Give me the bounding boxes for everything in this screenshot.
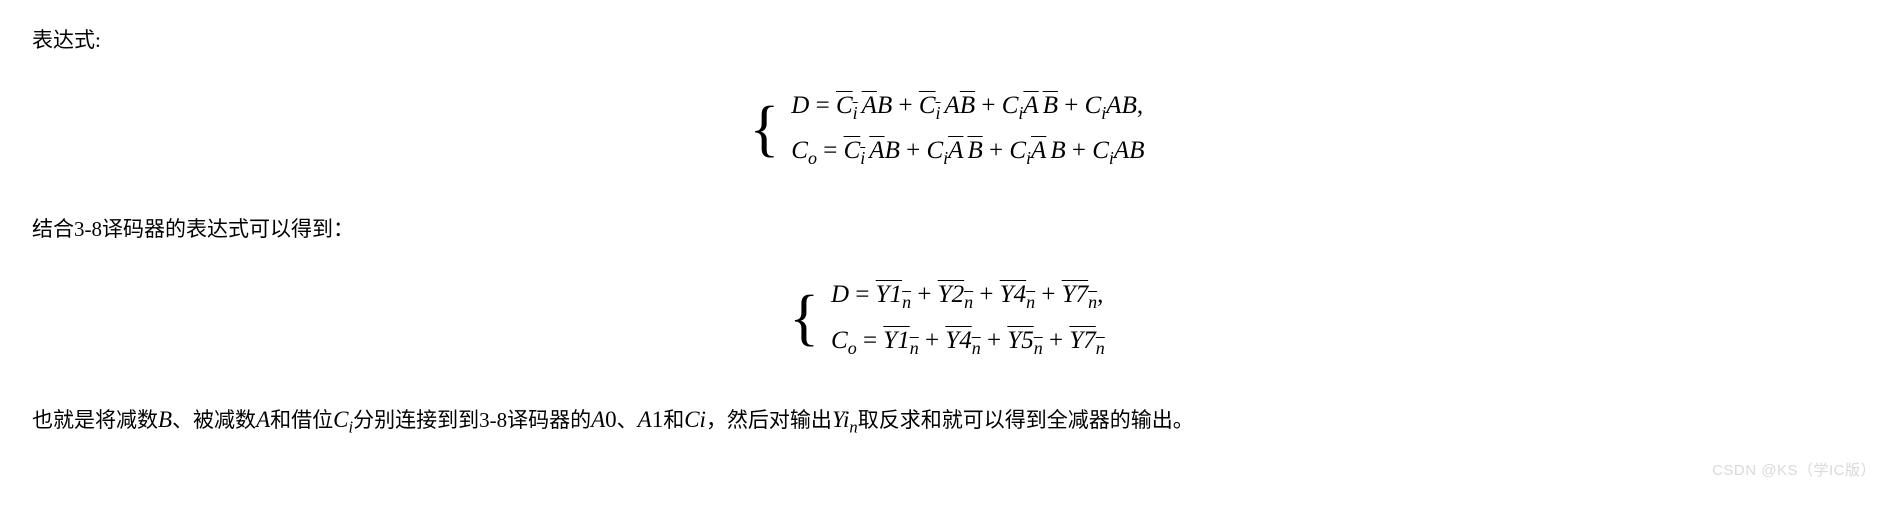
- eq2-r1-n2: n: [964, 292, 973, 312]
- eq1-r2-lhs: C: [791, 137, 808, 164]
- eq2-row2: Co = Y1n + Y4n + Y5n + Y7n: [831, 321, 1105, 363]
- eq1-r2-eq: =: [817, 137, 844, 164]
- eq1-r1-t3a: C: [1002, 92, 1019, 119]
- eq2-r2-n1: n: [910, 338, 919, 358]
- eq1-r1-t4c: B: [1122, 92, 1137, 119]
- eq2-r2-y5: Y5: [1007, 327, 1033, 354]
- equation-block-1: { D = CiAB + CiAB + CiAB + CiAB, Co = Ci…: [32, 86, 1862, 174]
- t3-a: A: [256, 407, 270, 432]
- t3-s1: 、被减数: [172, 408, 256, 432]
- eq2-r2-p1: +: [919, 327, 946, 354]
- t3-a1-a: A: [638, 407, 652, 432]
- eq1-r1-p1: +: [892, 92, 919, 119]
- eq2-r2-p2: +: [981, 327, 1008, 354]
- eq1-r2-t2c: B: [967, 137, 982, 164]
- eq2-r2-p3: +: [1043, 327, 1070, 354]
- eq1-r2-p3: +: [1066, 137, 1093, 164]
- eq2-r2-y7: Y7: [1069, 327, 1095, 354]
- eq1-r1-eq: =: [809, 92, 836, 119]
- eq2-r1-p1: +: [911, 281, 938, 308]
- eq1-r1-t2a-sub: i: [936, 103, 941, 123]
- t3-a0-a: A: [591, 407, 605, 432]
- t3-a0-0: 0: [605, 407, 617, 432]
- eq1-r1-t1b: A: [862, 92, 877, 119]
- eq1-r1-t4b: A: [1106, 92, 1121, 119]
- eq2-r1-comma: ,: [1097, 281, 1103, 308]
- t3-a1-1: 1: [652, 407, 664, 432]
- t3-ci-c: C: [333, 407, 348, 432]
- t3-b: B: [158, 407, 172, 432]
- eq1-r1-t1c: B: [877, 92, 892, 119]
- eq1-r1-t1a: C: [836, 92, 853, 119]
- intro-text-2: 结合3-8译码器的表达式可以得到：: [32, 213, 1862, 247]
- eq2-r2-n3: n: [1034, 338, 1043, 358]
- eq1-r2-p1: +: [900, 137, 927, 164]
- eq1-r1-t3b: A: [1023, 92, 1038, 119]
- eq1-r1-t3c: B: [1043, 92, 1058, 119]
- eq1-r1-p2: +: [975, 92, 1002, 119]
- eq1-r1-comma: ,: [1137, 92, 1143, 119]
- eq1-r2-t1b: A: [869, 137, 884, 164]
- eq2-r1-eq: =: [849, 281, 876, 308]
- eq1-row1: D = CiAB + CiAB + CiAB + CiAB,: [791, 86, 1144, 128]
- eq2-r1-y4: Y4: [1000, 281, 1026, 308]
- eq2-r2-lhs: C: [831, 327, 848, 354]
- t3-sep1: 、: [617, 408, 638, 432]
- t3-s5: ，然后对输出: [706, 408, 832, 432]
- eq1-r2-t4a: C: [1092, 137, 1109, 164]
- watermark-text: CSDN @KS（学IC版）: [1712, 459, 1876, 483]
- eq1-r1-p3: +: [1058, 92, 1085, 119]
- t3-s3: 分别连接到到3-8译码器的: [353, 408, 591, 432]
- text-combine: 结合3-8译码器的表达式可以得到：: [32, 217, 354, 241]
- eq2-r2-lhs-sub: o: [848, 338, 857, 358]
- eq2-r1-p2: +: [973, 281, 1000, 308]
- eq1-r2-p2: +: [983, 137, 1010, 164]
- t3-s2: 和借位: [270, 408, 333, 432]
- t3-ci2-c: C: [684, 407, 699, 432]
- eq2-r1-y2: Y2: [938, 281, 964, 308]
- eq1-r1-lhs: D: [791, 92, 809, 119]
- eq1-r2-t2b: A: [948, 137, 963, 164]
- eq1-r2-t1a-sub: i: [860, 148, 865, 168]
- eq1-r2-t2a: C: [926, 137, 943, 164]
- eq2-r2-n2: n: [972, 338, 981, 358]
- eq2-r1-n3: n: [1026, 292, 1035, 312]
- eq2-r2-y1: Y1: [883, 327, 909, 354]
- eq1-r2-t1a: C: [844, 137, 861, 164]
- eq1-r1-t2b: A: [945, 92, 960, 119]
- eq2-r1-n4: n: [1088, 292, 1097, 312]
- equation-block-2: { D = Y1n + Y2n + Y4n + Y7n, Co = Y1n + …: [32, 275, 1862, 363]
- t3-s4: 和: [663, 408, 684, 432]
- eq1-r2-t4b: A: [1114, 137, 1129, 164]
- eq1-r1-t4a: C: [1085, 92, 1102, 119]
- eq1-r2-t4c: B: [1129, 137, 1144, 164]
- t3-pre: 也就是将减数: [32, 408, 158, 432]
- t3-yi-n: n: [849, 418, 857, 437]
- eq2-r2-y4: Y4: [945, 327, 971, 354]
- eq1-r2-t1c: B: [885, 137, 900, 164]
- eq2-r1-y1: Y1: [876, 281, 902, 308]
- eq1-r2-lhs-sub: o: [808, 148, 817, 168]
- eq2-r1-lhs: D: [831, 281, 849, 308]
- eq2-r1-p3: +: [1035, 281, 1062, 308]
- t3-s6: 取反求和就可以得到全减器的输出。: [858, 408, 1194, 432]
- eq2-row1: D = Y1n + Y2n + Y4n + Y7n,: [831, 275, 1105, 317]
- eq2-r1-n1: n: [902, 292, 911, 312]
- left-brace-2: {: [789, 294, 819, 344]
- eq1-r2-t3a: C: [1009, 137, 1026, 164]
- eq1-r1-t1a-sub: i: [853, 103, 858, 123]
- eq2-r1-y7: Y7: [1062, 281, 1088, 308]
- t3-yi-y: Y: [832, 407, 843, 432]
- left-brace-1: {: [750, 105, 780, 155]
- eq1-row2: Co = CiAB + CiAB + CiAB + CiAB: [791, 131, 1144, 173]
- eq2-r2-n4: n: [1096, 338, 1105, 358]
- eq1-r2-t3c: B: [1050, 137, 1065, 164]
- eq2-r2-eq: =: [857, 327, 884, 354]
- eq1-r1-t2a: C: [919, 92, 936, 119]
- text-expr-label: 表达式:: [32, 28, 101, 52]
- eq1-r2-t3b: A: [1031, 137, 1046, 164]
- eq1-r1-t2c: B: [960, 92, 975, 119]
- conclusion-text: 也就是将减数B、被减数A和借位Ci分别连接到到3-8译码器的A0、A1和Ci，然…: [32, 402, 1862, 441]
- intro-text-1: 表达式:: [32, 24, 1862, 58]
